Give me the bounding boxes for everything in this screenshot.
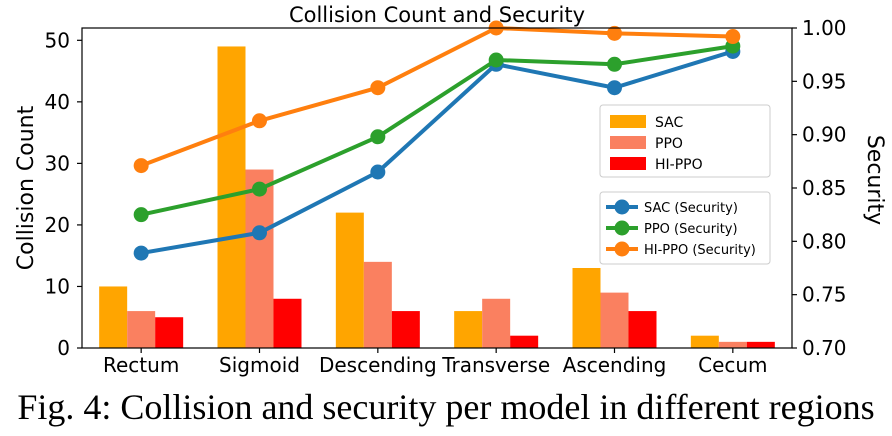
legend-label: PPO (655, 136, 683, 152)
legend-lines-box (599, 191, 771, 265)
bar-sac (454, 311, 483, 348)
point-hi-ppo-security (607, 25, 622, 41)
plot-frame (81, 27, 793, 349)
y2-tick-label: 0.85 (802, 176, 847, 200)
y2-tick-label: 0.75 (802, 283, 847, 307)
point-ppo-security (133, 207, 149, 223)
legend-swatch (610, 136, 646, 149)
figure-caption: Fig. 4: Collision and security per model… (17, 387, 875, 427)
point-sac-security (607, 80, 622, 96)
bar-hi-ppo (273, 298, 302, 348)
point-hi-ppo-security (252, 113, 267, 129)
y-tick-label: 20 (45, 213, 70, 237)
y-tick-label: 50 (45, 28, 70, 52)
point-sac-security (370, 164, 386, 180)
legend-label: SAC (Security) (644, 201, 738, 216)
y-tick-label: 30 (45, 151, 70, 175)
legend-marker (614, 241, 630, 257)
line-ppo-security (140, 44, 734, 217)
legend-marker (614, 220, 630, 236)
y-tick-label: 0 (57, 336, 70, 360)
point-ppo-security (252, 181, 267, 197)
line-hi-ppo-security (140, 26, 733, 168)
point-hi-ppo-security (370, 80, 386, 96)
x-tick-label: Ascending (563, 353, 667, 377)
point-sac-security (133, 245, 149, 261)
point-ppo-security (488, 52, 504, 68)
point-ppo-security (607, 56, 622, 72)
y-tick-label: 10 (45, 274, 70, 298)
line-sac-security (140, 49, 734, 256)
point-hi-ppo-security (725, 29, 741, 45)
bar-hi-ppo (391, 311, 420, 348)
legend-swatch (610, 157, 646, 170)
y2-tick-label: 1.00 (802, 16, 847, 40)
bar-hi-ppo (746, 341, 775, 348)
x-tick-label: Sigmoid (219, 353, 300, 377)
bar-ppo (363, 261, 392, 348)
bar-ppo (245, 169, 274, 348)
bar-ppo (600, 292, 629, 348)
bar-hi-ppo (155, 317, 184, 348)
y2-tick-label: 0.95 (802, 69, 847, 93)
y2-tick-label: 0.70 (802, 336, 847, 360)
chart-title: Collision Count and Security (289, 3, 585, 27)
legend-marker (614, 199, 630, 215)
legend-label: PPO (Security) (644, 222, 738, 237)
y-tick-label: 40 (45, 90, 70, 114)
x-tick-label: Rectum (103, 353, 179, 377)
bar-ppo (718, 341, 747, 348)
bar-sac (572, 268, 601, 348)
x-tick-label: Descending (319, 353, 437, 377)
chart: 0 10 20 30 40 50 0.70 0.75 0.80 0.85 0.90 0.95 1.00 R… (14, 3, 887, 377)
legend-label: HI-PPO (Security) (644, 243, 756, 258)
y2-tick-label: 0.80 (802, 229, 847, 253)
x-tick-label: Transverse (441, 353, 550, 377)
bar-ppo (127, 311, 156, 348)
bar-ppo (482, 298, 511, 348)
y-axis-label: Collision Count (14, 105, 39, 270)
y2-tick-label: 0.90 (802, 123, 847, 147)
x-tick-label: Cecum (698, 353, 767, 377)
bar-sac (335, 212, 364, 348)
legend-swatch (610, 115, 646, 128)
point-hi-ppo-security (133, 158, 149, 174)
y2-axis-label: Security (862, 135, 887, 225)
legend-label: HI-PPO (655, 157, 703, 173)
bar-sac (99, 286, 128, 348)
bar-hi-ppo (510, 335, 539, 348)
bar-hi-ppo (628, 311, 657, 348)
bar-sac (690, 335, 719, 348)
point-ppo-security (370, 129, 386, 145)
legend-label: SAC (655, 115, 683, 131)
point-sac-security (252, 225, 267, 241)
